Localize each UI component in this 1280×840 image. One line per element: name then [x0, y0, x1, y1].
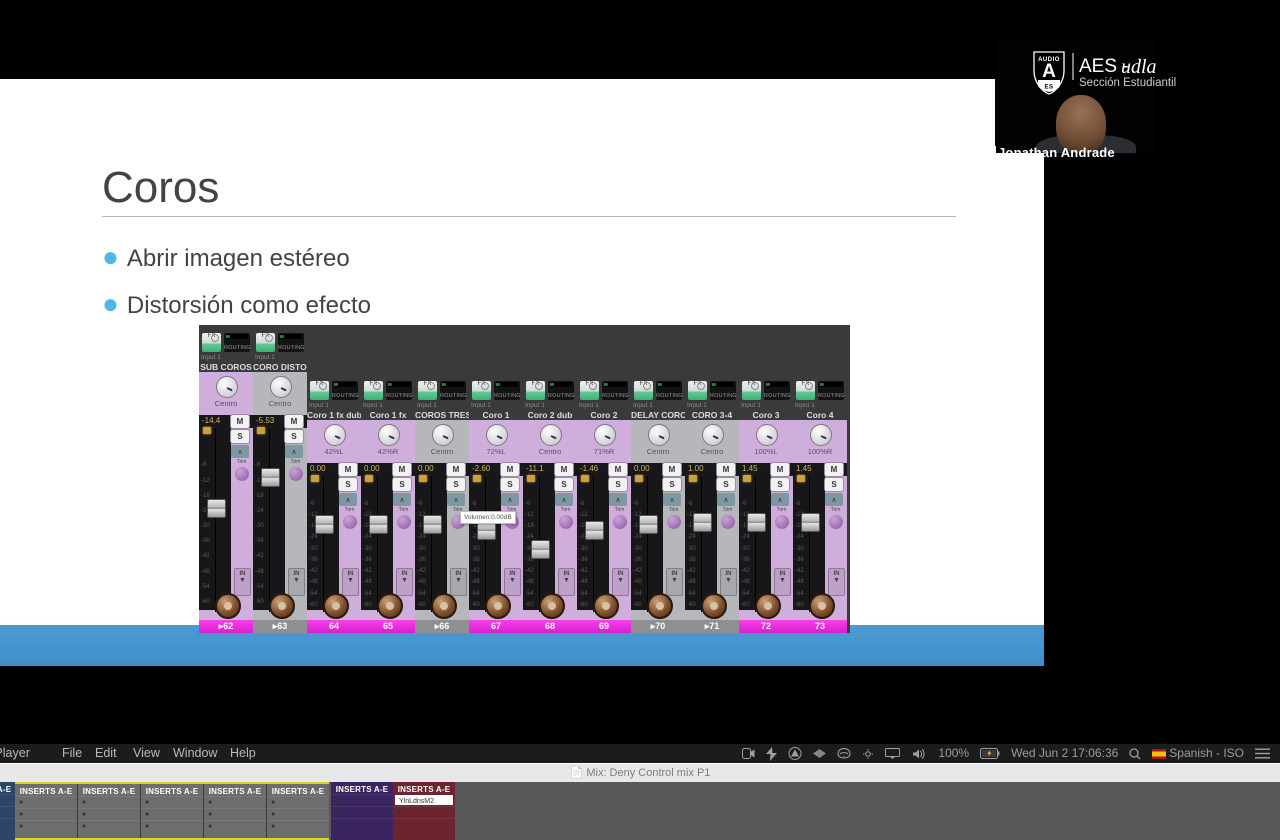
svg-text:A: A — [1042, 61, 1056, 82]
svg-text:udla: udla — [1121, 56, 1157, 78]
svg-text:ES: ES — [1044, 85, 1053, 91]
svg-text:Sección Estudiantil: Sección Estudiantil — [1079, 77, 1176, 89]
